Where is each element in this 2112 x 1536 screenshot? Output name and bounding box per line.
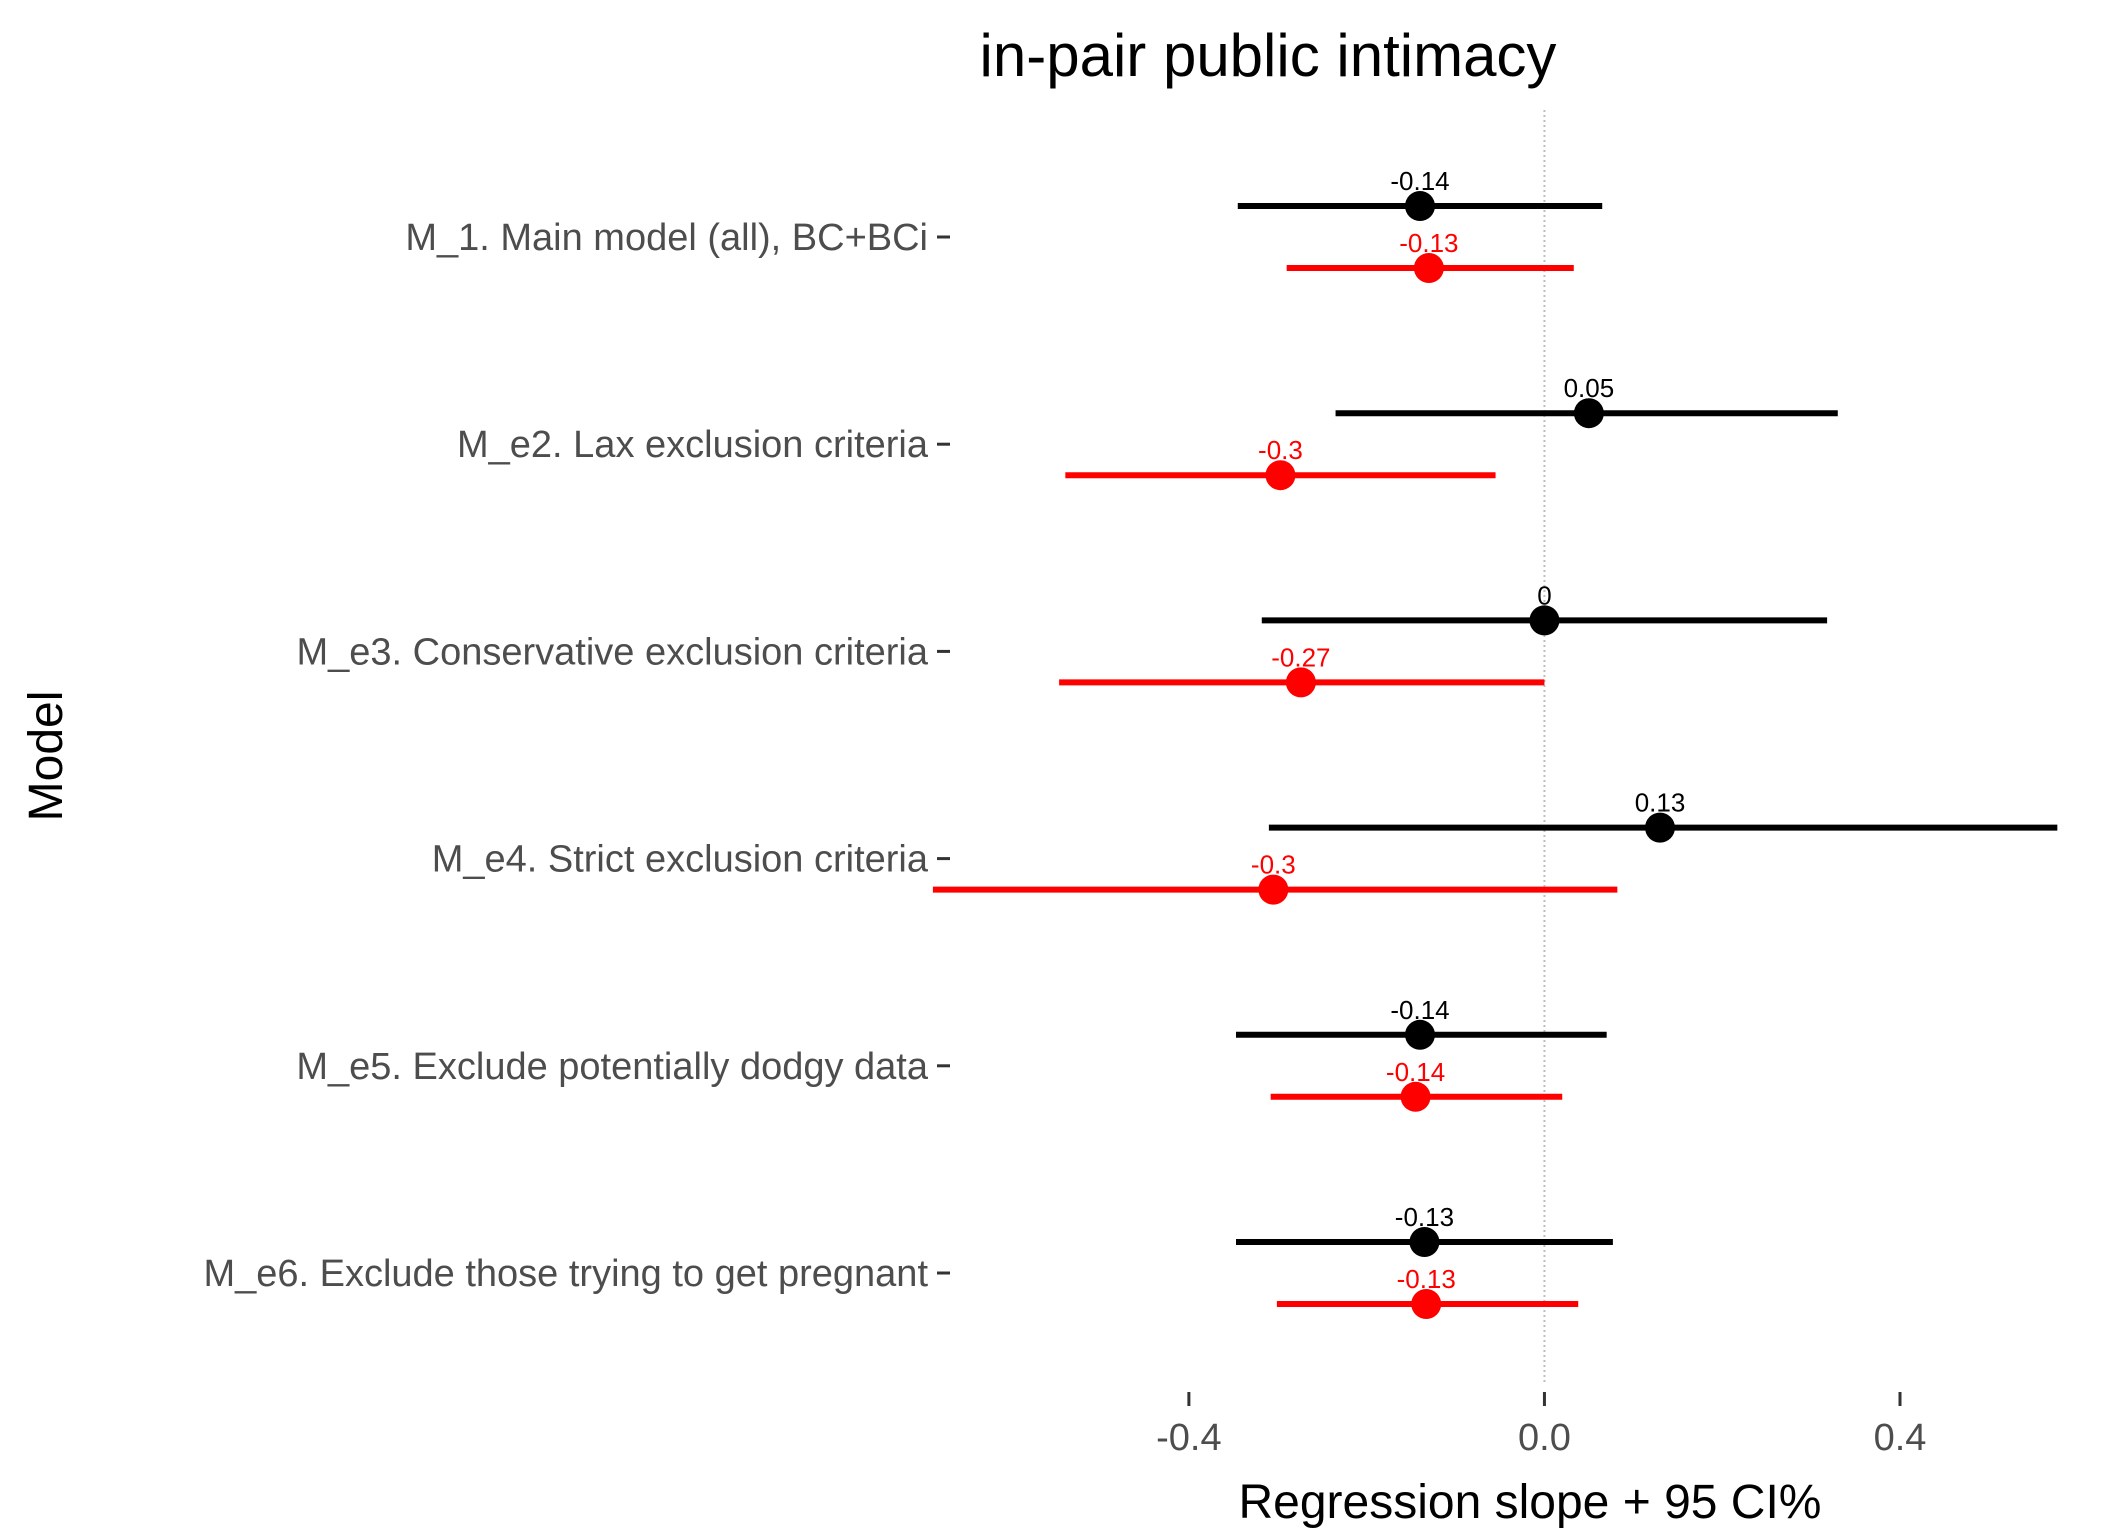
data-label: -0.13 (1399, 228, 1458, 258)
estimate-point (1285, 667, 1316, 698)
plot-area: -0.140.0500.13-0.14-0.13-0.13-0.3-0.27-0… (932, 110, 2058, 1385)
estimate-point (1413, 253, 1444, 283)
series-1: -0.14 0.05 0 0.13 -0.14 -0.13 (1236, 166, 2058, 1257)
x-tick-label: 0.4 (1874, 1417, 1927, 1459)
estimate-point (1411, 1289, 1442, 1319)
estimate-point (1265, 460, 1296, 491)
x-tick-label: -0.4 (1156, 1417, 1221, 1459)
y-tick-label: M_e2. Lax exclusion criteria (457, 424, 929, 466)
x-tick-label: 0.0 (1518, 1417, 1571, 1459)
estimate-point (1400, 1081, 1431, 1112)
y-tick-label: M_e4. Strict exclusion criteria (432, 839, 929, 881)
estimate-point (1405, 191, 1435, 221)
y-tick-label: M_e5. Exclude potentially dodgy data (296, 1046, 929, 1088)
data-label: -0.13 (1395, 1202, 1454, 1232)
y-tick-label: M_e3. Conservative exclusion criteria (297, 631, 929, 673)
data-label: 0 (1537, 580, 1551, 610)
x-axis-title: Regression slope + 95 CI% (1239, 1476, 1822, 1529)
series-2: -0.13 -0.3 -0.27 -0.3 -0.14 -0.13 (932, 228, 1618, 1319)
y-axis: M_1. Main model (all), BC+BCi M_e2. Lax e… (203, 217, 950, 1295)
data-label: -0.14 (1390, 995, 1449, 1025)
data-label: 0.13 (1635, 788, 1686, 818)
estimate-point (1529, 605, 1560, 636)
y-tick-label: M_1. Main model (all), BC+BCi (405, 217, 928, 259)
data-label: -0.14 (1390, 166, 1449, 196)
y-tick-label: M_e6. Exclude those trying to get pregna… (203, 1253, 928, 1295)
data-label: -0.27 (1271, 642, 1330, 672)
data-label: -0.13 (1397, 1264, 1456, 1294)
data-label: -0.14 (1386, 1057, 1445, 1087)
x-axis: -0.4 0.0 0.4 (1156, 1392, 1926, 1459)
estimate-point (1573, 398, 1604, 429)
data-label: -0.3 (1251, 850, 1296, 880)
chart-title: in-pair public intimacy (980, 22, 1557, 89)
data-label: 0.05 (1564, 373, 1615, 403)
data-label: -0.3 (1258, 435, 1303, 465)
estimate-point (1405, 1019, 1435, 1050)
estimate-point (1409, 1227, 1440, 1257)
estimate-point (1645, 812, 1675, 843)
y-axis-title: Model (20, 691, 73, 822)
estimate-point (1258, 874, 1289, 905)
